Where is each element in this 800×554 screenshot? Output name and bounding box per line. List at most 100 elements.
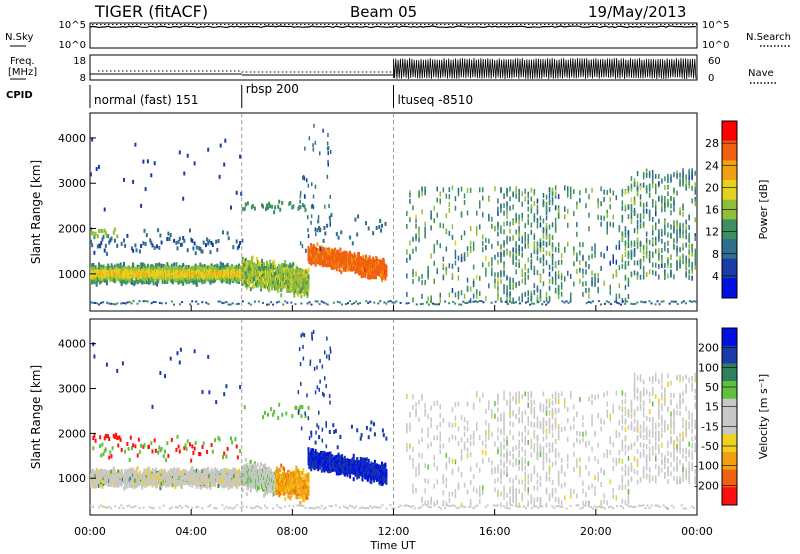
heatmap-cell xyxy=(132,271,135,275)
heatmap-cell xyxy=(503,270,505,276)
heatmap-cell xyxy=(258,266,261,271)
heatmap-cell xyxy=(219,261,222,266)
heatmap-cell xyxy=(482,247,484,253)
heatmap-cell xyxy=(109,238,112,243)
heatmap-cell xyxy=(117,269,120,274)
heatmap-cell xyxy=(166,262,169,267)
heatmap-cell xyxy=(103,274,106,279)
heatmap-cell xyxy=(148,277,150,282)
heatmap-cell xyxy=(285,284,288,289)
heatmap-cell xyxy=(123,279,125,284)
heatmap-cell xyxy=(178,264,181,269)
heatmap-cell xyxy=(497,231,499,237)
heatmap-cell xyxy=(131,280,133,285)
heatmap-cell xyxy=(433,205,435,211)
heatmap-cell xyxy=(140,203,143,208)
heatmap-cell xyxy=(542,227,545,233)
heatmap-cell xyxy=(479,200,481,206)
heatmap-cell xyxy=(299,205,302,209)
heatmap-cell xyxy=(372,231,375,236)
heatmap-cell xyxy=(228,272,231,277)
heatmap-cell xyxy=(182,280,185,285)
heatmap-cell xyxy=(506,203,508,209)
heatmap-cell xyxy=(103,248,106,253)
heatmap-cell xyxy=(182,277,185,282)
heatmap-cell xyxy=(533,217,536,223)
heatmap-cell xyxy=(167,276,170,281)
heatmap-cell xyxy=(249,267,252,271)
heatmap-cell xyxy=(497,206,499,212)
heatmap-cell xyxy=(164,280,166,285)
heatmap-cell xyxy=(445,266,448,272)
heatmap-cell xyxy=(179,266,182,271)
heatmap-cell xyxy=(274,205,277,210)
heatmap-cell xyxy=(170,267,173,272)
heatmap-cell xyxy=(521,212,523,218)
heatmap-cell xyxy=(436,197,438,203)
heatmap-cell xyxy=(159,270,162,275)
heatmap-cell xyxy=(509,252,511,258)
heatmap-cell xyxy=(454,205,457,211)
heatmap-cell xyxy=(497,281,499,287)
heatmap-cell xyxy=(115,277,117,282)
heatmap-cell xyxy=(181,267,183,272)
noise-left-tick-high: 10^5 xyxy=(59,20,86,31)
heatmap-cell xyxy=(521,268,523,274)
heatmap-cell xyxy=(171,278,174,283)
heatmap-cell xyxy=(515,251,517,257)
heatmap-cell xyxy=(326,223,329,228)
beam-label: Beam 05 xyxy=(350,3,417,21)
heatmap-cell xyxy=(102,269,105,274)
heatmap-cell xyxy=(527,238,529,243)
heatmap-cell xyxy=(289,268,292,273)
heatmap-cell xyxy=(421,209,423,215)
freq-panel xyxy=(89,54,698,81)
heatmap-cell xyxy=(330,150,332,154)
heatmap-cell xyxy=(521,201,523,207)
heatmap-cell xyxy=(406,223,408,229)
heatmap-cell xyxy=(223,162,226,167)
heatmap-cell xyxy=(225,278,228,283)
heatmap-cell xyxy=(527,217,529,222)
heatmap-cell xyxy=(120,271,123,276)
heatmap-cell xyxy=(485,271,487,277)
heatmap-cell xyxy=(143,266,146,271)
heatmap-cell xyxy=(530,196,533,202)
heatmap-cell xyxy=(101,272,104,277)
heatmap-cell xyxy=(297,292,300,297)
heatmap-cell xyxy=(96,269,99,273)
heatmap-cell xyxy=(103,207,106,212)
heatmap-cell xyxy=(108,272,111,277)
heatmap-cell xyxy=(454,260,457,266)
heatmap-cell xyxy=(119,270,122,275)
heatmap-cell xyxy=(134,142,137,147)
heatmap-cell xyxy=(527,274,529,280)
cpid-segment-label: normal (fast) 151 xyxy=(94,93,198,107)
heatmap-cell xyxy=(219,143,222,148)
heatmap-cell xyxy=(159,275,162,280)
heatmap-cell xyxy=(203,273,206,278)
heatmap-cell xyxy=(548,278,551,284)
heatmap-cell xyxy=(518,262,520,268)
heatmap-cell xyxy=(289,201,292,205)
heatmap-cell xyxy=(113,278,116,283)
heatmap-cell xyxy=(186,265,189,270)
heatmap-cell xyxy=(311,182,313,187)
heatmap-cell xyxy=(187,279,190,284)
heatmap-cell xyxy=(206,275,209,280)
heatmap-cell xyxy=(150,264,153,269)
heatmap-cell xyxy=(310,204,313,209)
heatmap-cell xyxy=(460,211,463,217)
heatmap-cell xyxy=(494,278,496,284)
heatmap-cell xyxy=(90,268,92,273)
freq-left-tick-high: 18 xyxy=(73,56,86,67)
heatmap-cell xyxy=(104,274,107,279)
heatmap-cell xyxy=(129,279,132,284)
noise-right-tick-high: 10^5 xyxy=(702,20,729,31)
heatmap-cell xyxy=(451,185,454,191)
heatmap-cell xyxy=(527,243,529,249)
heatmap-cell xyxy=(168,273,171,278)
heatmap-cell xyxy=(339,247,342,252)
heatmap-cell xyxy=(293,279,296,284)
heatmap-cell xyxy=(418,232,420,238)
